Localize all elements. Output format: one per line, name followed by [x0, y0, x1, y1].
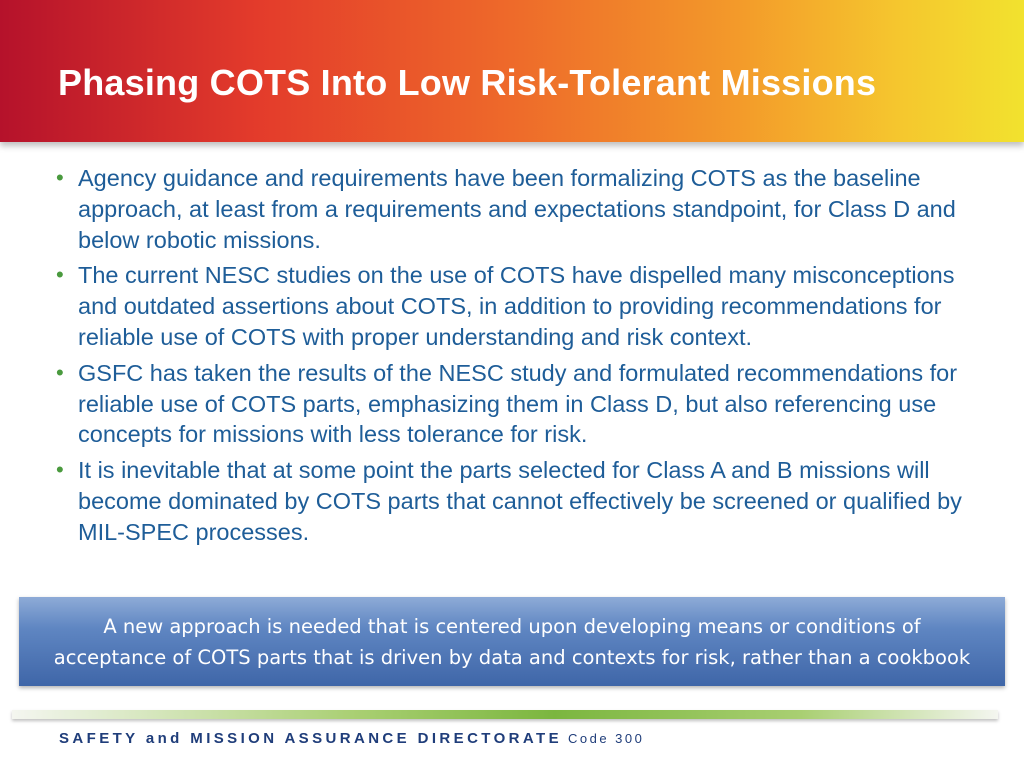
footer: SAFETY and MISSION ASSURANCE DIRECTORATE… [59, 730, 644, 747]
bullet-list: • Agency guidance and requirements have … [56, 163, 966, 553]
callout-line: A new approach is needed that is centere… [103, 614, 921, 638]
footer-code: Code 300 [567, 731, 645, 746]
bullet-text: The current NESC studies on the use of C… [78, 262, 955, 350]
callout-line: acceptance of COTS parts that is driven … [53, 645, 971, 669]
bullet-item: • Agency guidance and requirements have … [56, 163, 966, 255]
bullet-marker-icon: • [56, 359, 64, 385]
bullet-text: Agency guidance and requirements have be… [78, 165, 956, 253]
bullet-text: GSFC has taken the results of the NESC s… [78, 359, 958, 448]
callout-box: A new approach is needed that is centere… [19, 597, 1005, 686]
callout-text: A new approach is needed that is centere… [19, 611, 1005, 673]
bullet-marker-icon: • [56, 165, 64, 190]
bullet-item: • GSFC has taken the results of the NESC… [56, 358, 966, 450]
bullet-marker-icon: • [56, 457, 64, 483]
title-banner: Phasing COTS Into Low Risk-Tolerant Miss… [0, 0, 1024, 142]
footer-directorate: SAFETY and MISSION ASSURANCE DIRECTORATE [59, 730, 562, 747]
bullet-marker-icon: • [56, 262, 64, 288]
footer-divider [12, 710, 998, 719]
slide-title: Phasing COTS Into Low Risk-Tolerant Miss… [58, 62, 877, 103]
bullet-item: • It is inevitable that at some point th… [56, 455, 966, 547]
bullet-item: • The current NESC studies on the use of… [56, 260, 966, 352]
bullet-text: It is inevitable that at some point the … [78, 457, 962, 545]
